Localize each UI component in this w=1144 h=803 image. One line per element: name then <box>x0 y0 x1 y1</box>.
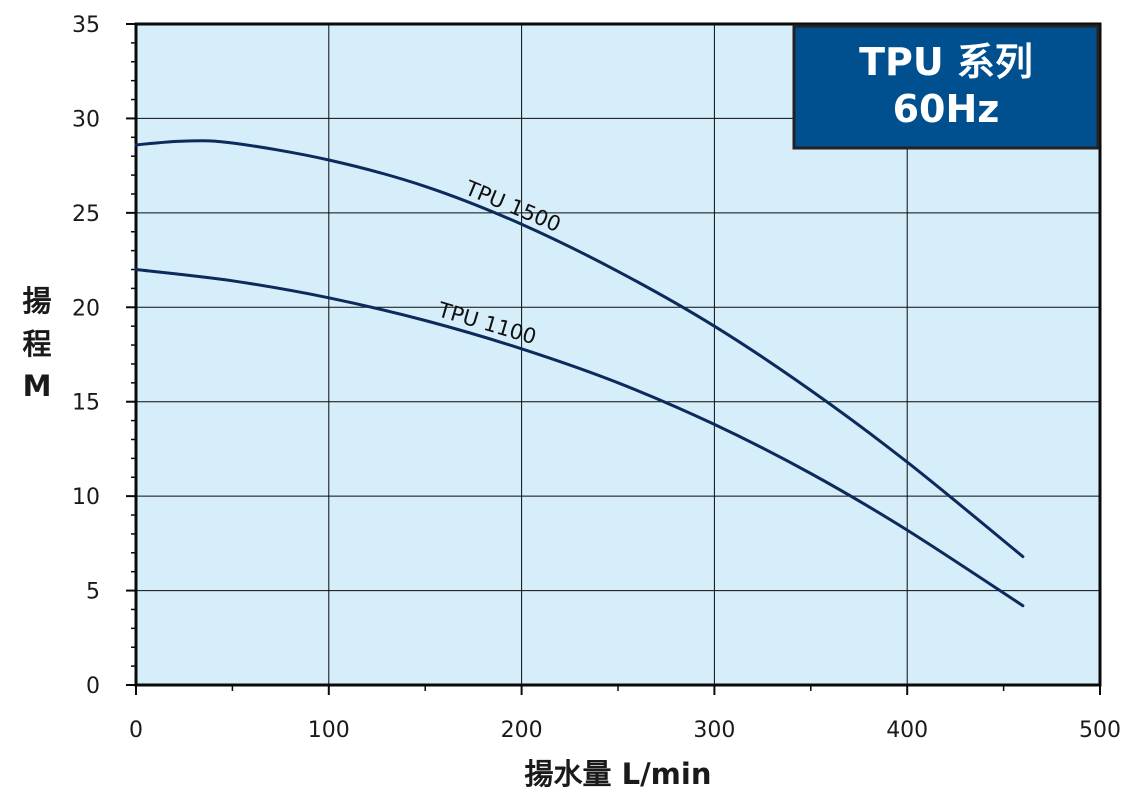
y-tick-label: 5 <box>86 580 100 605</box>
title-box-background <box>792 24 1100 150</box>
series-lines <box>134 139 1025 608</box>
y-tick-label: 25 <box>72 202 100 227</box>
x-axis-label: 揚水量 L/min <box>525 757 712 791</box>
y-axis-label-char-1: 揚 <box>22 284 51 318</box>
y-tick-labels: 0 5 10 15 20 25 30 35 <box>72 13 100 699</box>
y-tick-label: 15 <box>72 391 100 416</box>
x-tick-label: 0 <box>129 718 143 743</box>
x-tick-labels: 0 100 200 300 400 500 <box>129 718 1121 743</box>
x-tick-label: 500 <box>1079 718 1121 743</box>
y-axis-label-char-2: 程 <box>22 327 51 361</box>
x-tick-label: 400 <box>886 718 928 743</box>
y-axis-label-unit: M <box>23 369 52 403</box>
x-tick-label: 200 <box>501 718 543 743</box>
title-line-frequency: 60Hz <box>893 87 1000 131</box>
x-tick-label: 100 <box>308 718 350 743</box>
y-tick-label: 35 <box>72 13 100 38</box>
y-tick-label: 0 <box>86 674 100 699</box>
title-box: TPU 系列 60Hz <box>792 24 1100 150</box>
y-tick-label: 30 <box>72 107 100 132</box>
x-tick-label: 300 <box>693 718 735 743</box>
series-line-1 <box>134 139 1025 559</box>
y-tick-label: 10 <box>72 485 100 510</box>
title-line-series: TPU 系列 <box>859 40 1033 84</box>
plot-frame <box>134 22 1102 687</box>
series-line-2 <box>134 268 1025 608</box>
y-tick-label: 20 <box>72 296 100 321</box>
